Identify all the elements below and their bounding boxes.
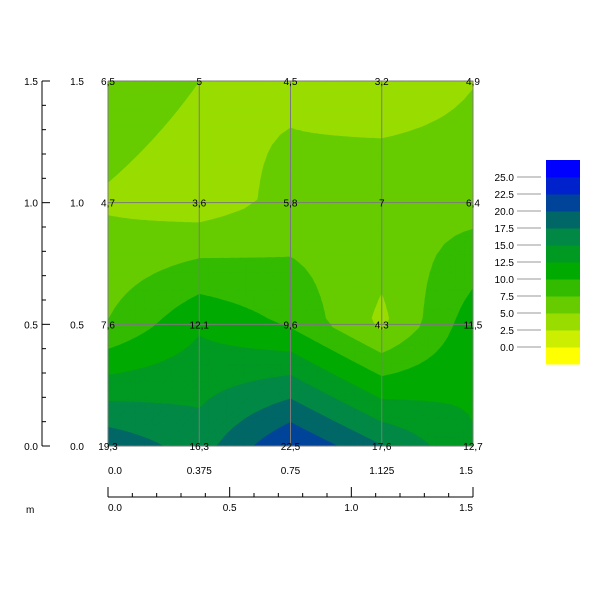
node-value-label: 9,6: [284, 320, 298, 331]
node-value-label: 5,8: [284, 199, 298, 210]
x-tick-label: 1.5: [459, 503, 473, 514]
node-value-label: 16,3: [190, 442, 210, 453]
value-labels: 19,3 16,3 22,5 17,6 12,7 7,6 12,1 9,6 4,3 11,5 4,7…: [98, 77, 483, 453]
unit-label: m: [26, 505, 34, 516]
legend-swatch-11: [546, 160, 580, 178]
node-value-label: 7,6: [101, 320, 115, 331]
legend-level-label: 22.5: [495, 190, 515, 201]
x-node-label: 1.5: [459, 466, 473, 477]
legend-level-label: 7.5: [500, 292, 514, 303]
legend-swatch-3: [546, 296, 580, 314]
y-axis-inner: 0.0 0.5 1.0 1.5: [70, 77, 84, 453]
x-tick-label: 0.5: [223, 503, 237, 514]
x-tick-label: 1.0: [344, 503, 358, 514]
legend-level-label: 25.0: [495, 173, 515, 184]
y-tick-label: 1.5: [24, 77, 38, 88]
node-value-label: 12,1: [190, 320, 210, 331]
node-value-label: 3,2: [375, 77, 389, 88]
legend-swatch-7: [546, 228, 580, 246]
node-value-label: 4,3: [375, 320, 389, 331]
node-value-label: 12,7: [463, 442, 483, 453]
legend-level-label: 2.5: [500, 326, 514, 337]
x-node-label: 0.375: [187, 466, 212, 477]
contour-band-8: [107, 398, 384, 447]
legend-swatch-5: [546, 262, 580, 280]
legend-swatch-8: [546, 211, 580, 229]
legend-level-label: 20.0: [495, 207, 515, 218]
legend-level-label: 12.5: [495, 258, 515, 269]
node-value-label: 6,5: [101, 77, 115, 88]
node-value-label: 4,7: [101, 199, 115, 210]
x-tick-label: 0.0: [108, 503, 122, 514]
node-value-label: 5: [196, 77, 202, 88]
node-value-label: 3,6: [192, 199, 206, 210]
legend-swatch-2: [546, 313, 580, 331]
y-inner-label: 0.5: [70, 320, 84, 331]
y-inner-label: 0.0: [70, 442, 84, 453]
y-tick-label: 1.0: [24, 199, 38, 210]
legend-swatch-10: [546, 177, 580, 195]
x-node-label: 0.0: [108, 466, 122, 477]
node-value-label: 22,5: [281, 442, 301, 453]
node-value-label: 11,5: [464, 320, 483, 331]
x-node-label: 0.75: [281, 466, 301, 477]
x-axis-bottom: 0.0 0.5 1.0 1.5: [107, 487, 474, 514]
node-value-label: 19,3: [98, 442, 118, 453]
contour-band-7: [107, 374, 431, 447]
x-node-label: 1.125: [369, 466, 394, 477]
legend-level-label: 10.0: [495, 275, 515, 286]
y-inner-label: 1.5: [70, 77, 84, 88]
legend-level-label: 17.5: [495, 224, 515, 235]
node-value-label: 6,4: [466, 199, 480, 210]
x-axis-node-labels: 0.0 0.375 0.75 1.125 1.5: [108, 466, 473, 477]
legend-swatch-0: [546, 347, 580, 365]
node-value-label: 4,5: [284, 77, 298, 88]
legend-level-label: 5.0: [500, 309, 514, 320]
node-value-label: 4,9: [466, 77, 480, 88]
legend-level-label: 0.0: [500, 343, 514, 354]
legend-swatch-6: [546, 245, 580, 263]
y-axis-outer: 0.0 0.5 1.0 1.5: [24, 77, 50, 453]
y-tick-label: 0.5: [24, 320, 38, 331]
node-value-label: 7: [379, 199, 385, 210]
legend-swatch-9: [546, 194, 580, 212]
node-value-label: 17,6: [372, 442, 392, 453]
legend-swatch-4: [546, 279, 580, 297]
y-tick-label: 0.0: [24, 442, 38, 453]
grid-lines: [107, 80, 474, 447]
legend-swatch-1: [546, 330, 580, 348]
legend-level-label: 15.0: [495, 241, 515, 252]
color-legend: 0.0 2.5 5.0 7.5 10.0 12.5 15.0 17.5 20.0 22.5 25.0: [495, 160, 580, 365]
y-inner-label: 1.0: [70, 199, 84, 210]
